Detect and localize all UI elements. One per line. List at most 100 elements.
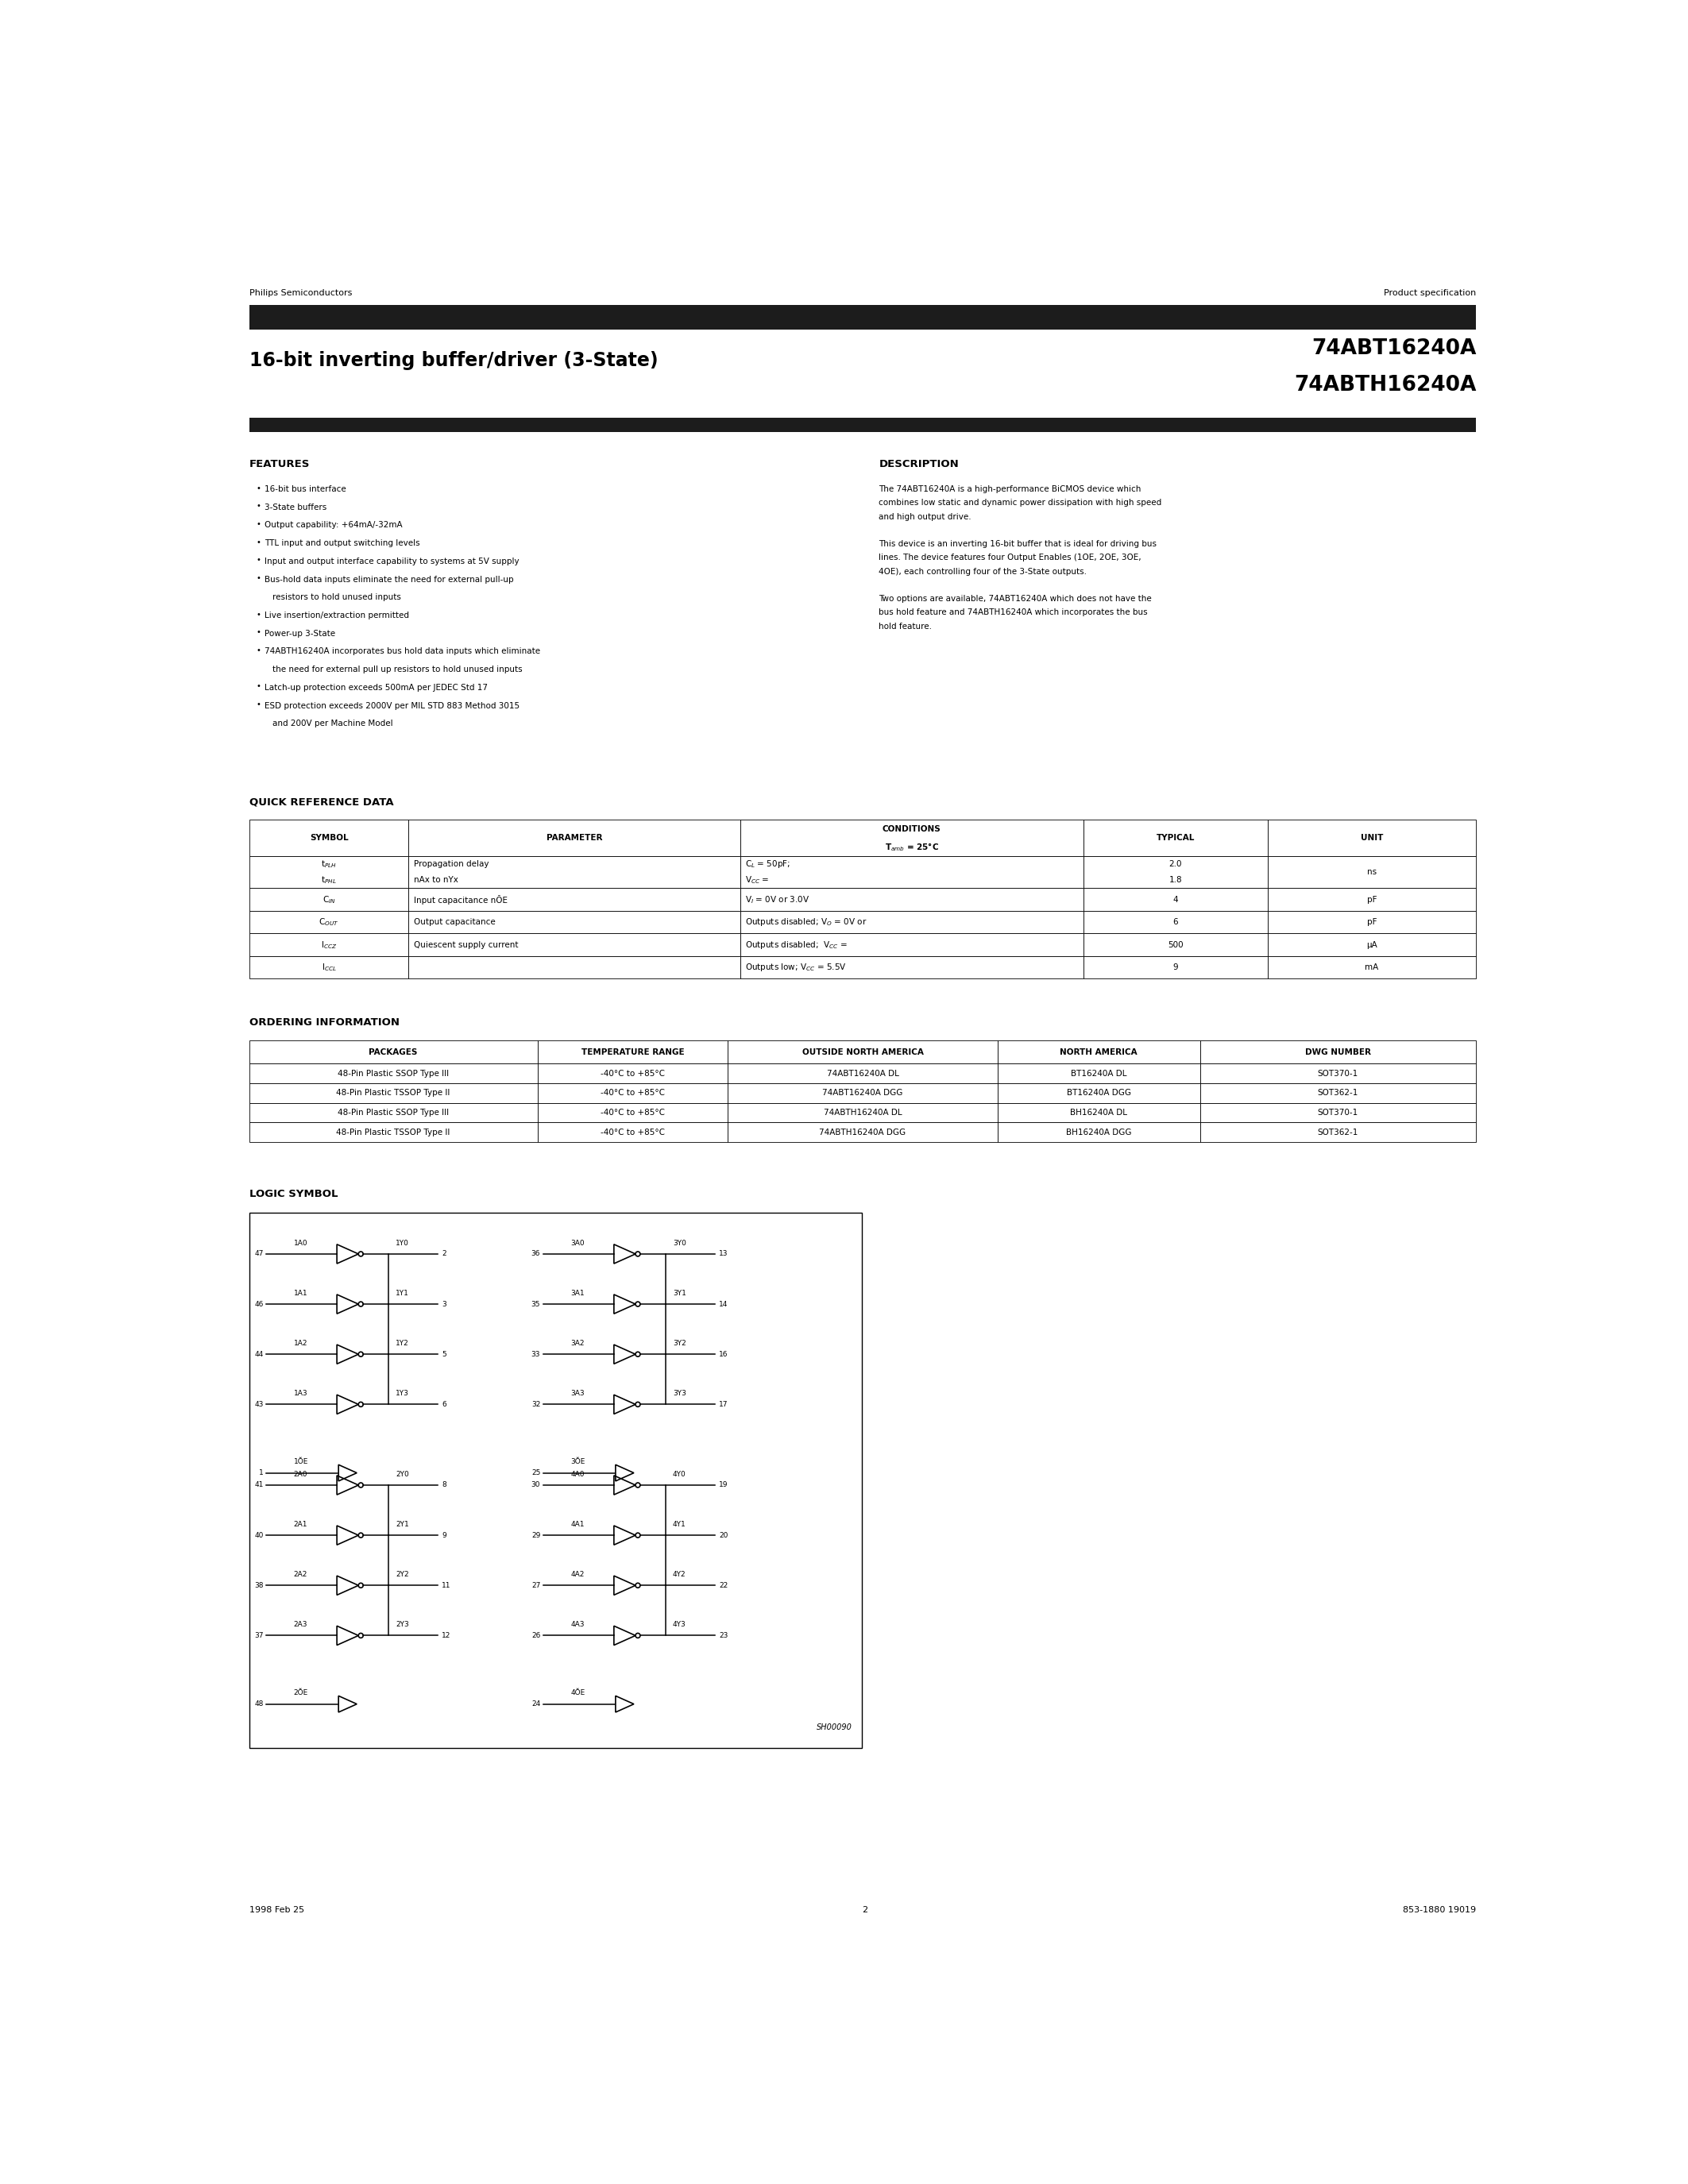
Text: -40°C to +85°C: -40°C to +85°C: [601, 1090, 665, 1096]
Bar: [739, 911, 1084, 933]
Text: 24: 24: [532, 1701, 540, 1708]
Bar: [728, 1103, 998, 1123]
Bar: [1200, 1040, 1475, 1064]
Bar: [408, 933, 739, 957]
Text: 2ŎE: 2ŎE: [294, 1690, 307, 1697]
Text: SH00090: SH00090: [817, 1723, 852, 1732]
Text: pF: pF: [1367, 895, 1377, 904]
Text: mA: mA: [1366, 963, 1379, 972]
Bar: [1084, 856, 1268, 889]
Text: 43: 43: [255, 1400, 263, 1409]
Text: 14: 14: [719, 1299, 728, 1308]
Text: CONDITIONS: CONDITIONS: [883, 826, 940, 832]
Text: 2Y3: 2Y3: [395, 1621, 408, 1629]
Bar: [537, 1040, 728, 1064]
Text: •: •: [257, 537, 260, 546]
Text: combines low static and dynamic power dissipation with high speed: combines low static and dynamic power di…: [879, 500, 1161, 507]
Text: 1Y1: 1Y1: [395, 1289, 408, 1297]
Bar: [1200, 1083, 1475, 1103]
Text: 853-1880 19019: 853-1880 19019: [1403, 1907, 1475, 1913]
Text: 8: 8: [442, 1481, 446, 1489]
Text: 27: 27: [532, 1581, 540, 1590]
Text: 1A2: 1A2: [294, 1339, 307, 1348]
Text: SYMBOL: SYMBOL: [309, 834, 348, 843]
Bar: [250, 911, 408, 933]
Bar: [998, 1040, 1200, 1064]
Text: 1A1: 1A1: [294, 1289, 307, 1297]
Text: 3A2: 3A2: [571, 1339, 584, 1348]
Text: •: •: [257, 485, 260, 491]
Text: 3ŎE: 3ŎE: [571, 1459, 586, 1465]
Text: the need for external pull up resistors to hold unused inputs: the need for external pull up resistors …: [272, 666, 523, 673]
Text: SOT370-1: SOT370-1: [1318, 1070, 1359, 1077]
Text: •: •: [257, 520, 260, 529]
Text: 1A0: 1A0: [294, 1241, 307, 1247]
Text: 16-bit inverting buffer/driver (3-State): 16-bit inverting buffer/driver (3-State): [250, 352, 658, 369]
Bar: [408, 889, 739, 911]
Text: Latch-up protection exceeds 500mA per JEDEC Std 17: Latch-up protection exceeds 500mA per JE…: [265, 684, 488, 692]
Text: Philips Semiconductors: Philips Semiconductors: [250, 288, 351, 297]
Text: 3A0: 3A0: [571, 1241, 584, 1247]
Text: 22: 22: [719, 1581, 728, 1590]
Text: 40: 40: [255, 1531, 263, 1540]
Bar: [1268, 819, 1475, 856]
Text: TYPICAL: TYPICAL: [1156, 834, 1195, 843]
Text: 48-Pin Plastic TSSOP Type II: 48-Pin Plastic TSSOP Type II: [336, 1090, 451, 1096]
Text: DESCRIPTION: DESCRIPTION: [879, 459, 959, 470]
Bar: [1084, 889, 1268, 911]
Bar: [250, 856, 408, 889]
Text: 1Y0: 1Y0: [395, 1241, 408, 1247]
Bar: [408, 957, 739, 978]
Text: 74ABTH16240A DGG: 74ABTH16240A DGG: [819, 1129, 906, 1136]
Text: 30: 30: [532, 1481, 540, 1489]
Text: 2A2: 2A2: [294, 1570, 307, 1579]
Text: 4Y2: 4Y2: [674, 1570, 685, 1579]
Text: Outputs disabled;  V$_{CC}$ =: Outputs disabled; V$_{CC}$ =: [744, 939, 847, 950]
Text: 2: 2: [863, 1907, 868, 1913]
Bar: [998, 1103, 1200, 1123]
Text: OUTSIDE NORTH AMERICA: OUTSIDE NORTH AMERICA: [802, 1048, 923, 1057]
Text: 1Y3: 1Y3: [395, 1389, 408, 1398]
Text: This device is an inverting 16-bit buffer that is ideal for driving bus: This device is an inverting 16-bit buffe…: [879, 539, 1156, 548]
Text: 35: 35: [532, 1299, 540, 1308]
Bar: [728, 1040, 998, 1064]
Text: 4OE), each controlling four of the 3-State outputs.: 4OE), each controlling four of the 3-Sta…: [879, 568, 1087, 574]
Text: Two options are available, 74ABT16240A which does not have the: Two options are available, 74ABT16240A w…: [879, 594, 1151, 603]
Bar: [250, 306, 1475, 330]
Text: 2: 2: [442, 1251, 446, 1258]
Text: 2.0: 2.0: [1170, 860, 1182, 869]
Text: 13: 13: [719, 1251, 728, 1258]
Text: 23: 23: [719, 1631, 728, 1640]
Bar: [250, 889, 408, 911]
Bar: [250, 1103, 537, 1123]
Text: 9: 9: [442, 1531, 446, 1540]
Text: PACKAGES: PACKAGES: [370, 1048, 417, 1057]
Text: 16: 16: [719, 1350, 728, 1358]
Text: FEATURES: FEATURES: [250, 459, 311, 470]
Text: 44: 44: [255, 1350, 263, 1358]
Text: Outputs low; V$_{CC}$ = 5.5V: Outputs low; V$_{CC}$ = 5.5V: [744, 961, 846, 974]
Bar: [250, 933, 408, 957]
Text: I$_{CCL}$: I$_{CCL}$: [321, 961, 336, 972]
Bar: [739, 933, 1084, 957]
Text: 74ABTH16240A DL: 74ABTH16240A DL: [824, 1109, 901, 1116]
Text: 6: 6: [442, 1400, 446, 1409]
Bar: [250, 957, 408, 978]
Text: 3-State buffers: 3-State buffers: [265, 502, 327, 511]
Bar: [1268, 889, 1475, 911]
Text: 4A3: 4A3: [571, 1621, 584, 1629]
Bar: [739, 819, 1084, 856]
Text: •: •: [257, 502, 260, 511]
Text: -40°C to +85°C: -40°C to +85°C: [601, 1109, 665, 1116]
Text: t$_{PHL}$: t$_{PHL}$: [321, 876, 336, 887]
Text: ESD protection exceeds 2000V per MIL STD 883 Method 3015: ESD protection exceeds 2000V per MIL STD…: [265, 701, 520, 710]
Bar: [998, 1123, 1200, 1142]
Text: C$_{IN}$: C$_{IN}$: [322, 893, 336, 904]
Text: -40°C to +85°C: -40°C to +85°C: [601, 1070, 665, 1077]
Text: pF: pF: [1367, 917, 1377, 926]
Bar: [250, 1040, 537, 1064]
Text: 4A0: 4A0: [571, 1470, 584, 1479]
Text: TEMPERATURE RANGE: TEMPERATURE RANGE: [581, 1048, 684, 1057]
Text: 2Y2: 2Y2: [395, 1570, 408, 1579]
Text: BT16240A DL: BT16240A DL: [1070, 1070, 1128, 1077]
